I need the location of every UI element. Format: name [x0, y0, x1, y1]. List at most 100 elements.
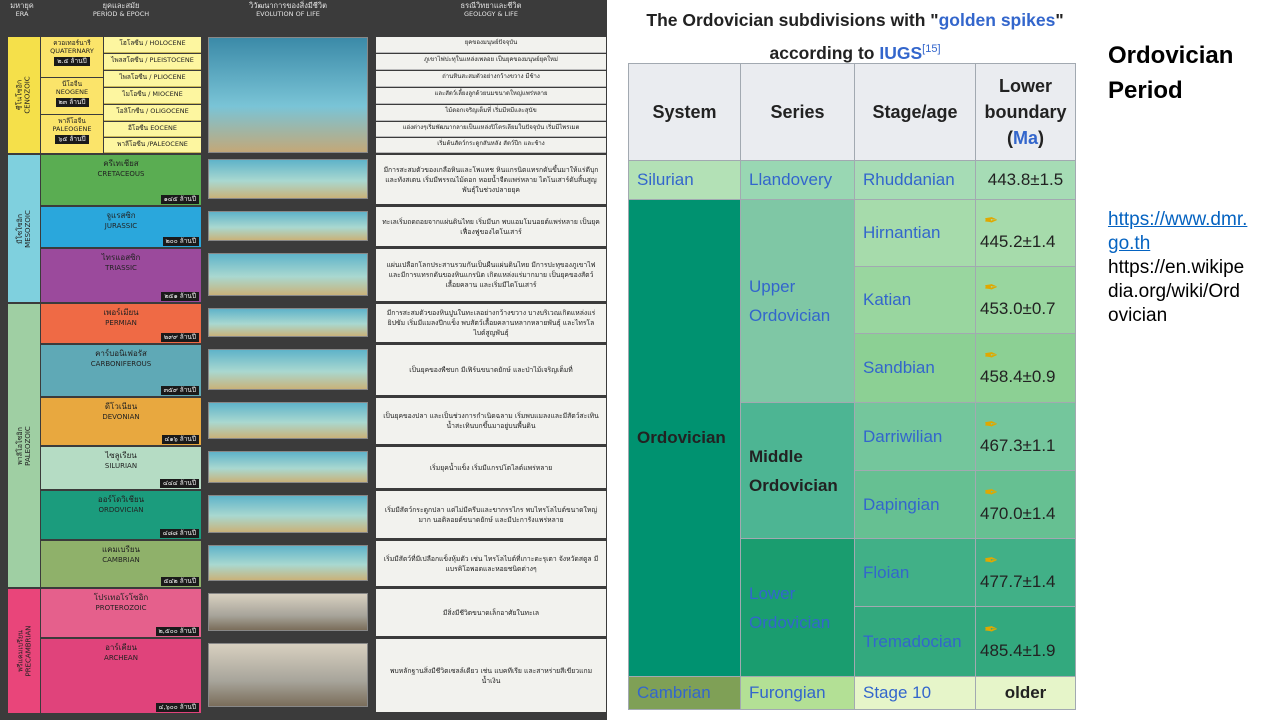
golden-spike-icon[interactable]: ✒ [984, 346, 999, 365]
period-th: ดีโวเนียน [104, 402, 138, 411]
iugs-link[interactable]: IUGS [879, 42, 923, 63]
golden-spike-icon[interactable]: ✒ [984, 278, 999, 297]
period-en: QUATERNARY [50, 47, 94, 55]
geologic-time-chart: มหายุค ERA ยุคและสมัย PERIOD & EPOCH วิวัฒ… [0, 0, 607, 720]
boundary-value: 477.7±1.4 [980, 571, 1056, 591]
header-stage: Stage/age [854, 63, 976, 161]
stage-link[interactable]: Hirnantian [863, 223, 941, 242]
era-en: MESOZOIC [24, 209, 32, 248]
period-en: DEVONIAN [102, 413, 140, 421]
era-cenozoic: ซีโนโซอิก CENOZOIC [8, 37, 40, 153]
caption-text: The Ordovician subdivisions with " [646, 10, 939, 30]
golden-spikes-link[interactable]: golden spikes [938, 10, 1056, 30]
stage-link[interactable]: Floian [863, 562, 910, 582]
age-badge: ๒,๕๐๐ ล้านปี [155, 627, 199, 636]
description-permian: มีการสะสมตัวของหินปูนในทะเลอย่างกว้างขวา… [376, 304, 606, 342]
silurian-system-cell: Silurian [628, 160, 741, 200]
epoch-oligocene: โอลิโกซีน / OLIGOCENE [104, 105, 201, 121]
illustration-jurassic [208, 211, 368, 241]
golden-spike-icon[interactable]: ✒ [984, 482, 999, 502]
furongian-link[interactable]: Furongian [749, 683, 826, 702]
era-en: PALEOZOIC [24, 425, 32, 466]
stage-value-cell: ✒ 458.4±0.9 [975, 333, 1076, 403]
period-th: เพอร์เมียน [103, 308, 139, 317]
golden-spike-icon[interactable]: ✒ [984, 211, 999, 230]
illustration-triassic [208, 253, 368, 296]
stage-value-cell: ✒ 467.3±1.1 [975, 402, 1076, 471]
era-th: พาลีโอโซอิก [16, 426, 24, 465]
older-cell: older [975, 676, 1076, 710]
source-links: https://www.dmr.go.th https://en.wikiped… [1108, 208, 1248, 328]
stage-cell-tremadocian: Tremadocian [854, 606, 976, 677]
header-boundary: boundary [984, 102, 1067, 122]
ma-link[interactable]: Ma [1012, 128, 1038, 148]
period-th: นีโอจีน [61, 80, 83, 88]
stage-link[interactable]: Sandbian [863, 358, 935, 377]
boundary-value: 485.4±1.9 [980, 640, 1056, 660]
age-badge: ๔๔๔ ล้านปี [159, 479, 199, 488]
silurian-link[interactable]: Silurian [637, 170, 694, 189]
illustration-silurian [208, 451, 368, 483]
dmr-link[interactable]: https://www.dmr.go.th [1108, 209, 1248, 254]
cenozoic-desc: และสัตว์เลี้ยงลูกด้วยนมขนาดใหญ่แพร่หลาย [376, 88, 606, 104]
golden-spike-icon[interactable]: ✒ [984, 414, 999, 434]
stage-link[interactable]: Darriwilian [863, 426, 943, 446]
period-th: ไทรแอสซิก [101, 253, 141, 262]
cambrian-system-cell: Cambrian [628, 676, 741, 710]
stage-link[interactable]: Katian [863, 290, 912, 309]
period-th: จูแรสซิก [106, 211, 136, 220]
epoch-pleistocene: ไพลสโตซีน / PLEISTOCENE [104, 54, 201, 70]
description-proterozoic: มีสิ่งมีชีวิตขนาดเล็กอาศัยในทะเล [376, 589, 606, 636]
header-era: มหายุค ERA [4, 2, 40, 34]
period-silurian: ไซลูเรียน SILURIAN ๔๔๔ ล้านปี [41, 447, 201, 489]
period-cambrian: แคมเบรียน CAMBRIAN ๕๔๒ ล้านปี [41, 541, 201, 587]
period-en: ORDOVICIAN [98, 506, 144, 514]
golden-spike-icon[interactable]: ✒ [984, 619, 999, 639]
boundary-value: 453.0±0.7 [980, 299, 1056, 318]
period-en: PERMIAN [105, 319, 137, 327]
furongian-cell: Furongian [740, 676, 855, 710]
llandovery-link[interactable]: Llandovery [749, 170, 833, 189]
stage-value-cell: ✒ 453.0±0.7 [975, 266, 1076, 334]
period-triassic: ไทรแอสซิก TRIASSIC ๒๕๑ ล้านปี [41, 249, 201, 302]
golden-spike-icon[interactable]: ✒ [984, 550, 999, 570]
cenozoic-desc: ถ่านหินสะสมตัวอย่างกว้างขวาง มีช้าง [376, 71, 606, 87]
boundary-value: older [1004, 683, 1047, 702]
stage-value-cell: ✒ 477.7±1.4 [975, 538, 1076, 607]
ordovician-system-cell: Ordovician [628, 199, 741, 677]
stage-cell-darriwilian: Darriwilian [854, 402, 976, 471]
period-devonian: ดีโวเนียน DEVONIAN ๔๑๖ ล้านปี [41, 398, 201, 445]
lower-ordovician-link[interactable]: Lower Ordovician [749, 583, 831, 632]
period-carboniferous: คาร์บอนิเฟอรัส CARBONIFEROUS ๓๕๙ ล้านปี [41, 345, 201, 396]
header-period-th: ยุคและสมัย [102, 1, 140, 10]
stage-cell-katian: Katian [854, 266, 976, 334]
illustration-permian [208, 308, 368, 337]
header-era-th: มหายุค [10, 1, 34, 10]
stage-cell-floian: Floian [854, 538, 976, 607]
header-geology: ธรณีวิทยาและชีวิต GEOLOGY & LIFE [376, 2, 606, 34]
stage-value-cell: ✒ 470.0±1.4 [975, 470, 1076, 539]
cenozoic-desc: ยุคของมนุษย์ปัจจุบัน [376, 37, 606, 53]
stage-link[interactable]: Dapingian [863, 494, 940, 514]
boundary-value: 458.4±0.9 [980, 367, 1056, 386]
reference-link[interactable]: [15] [922, 43, 941, 55]
cenozoic-illustration [208, 37, 368, 153]
age-badge: ๒๙๙ ล้านปี [160, 333, 199, 342]
cenozoic-desc: ไม้ดอกเจริญเต็มที่ เริ่มมีหมีและสุนัข [376, 105, 606, 121]
age-badge: ๒.๕ ล้านปี [54, 57, 90, 66]
age-badge: ๔,๖๐๐ ล้านปี [155, 703, 199, 712]
stage-link[interactable]: Tremadocian [863, 631, 962, 651]
stage10-link[interactable]: Stage 10 [863, 683, 932, 702]
upper-ordovician-link[interactable]: Upper Ordovician [749, 277, 831, 325]
rhuddanian-link[interactable]: Rhuddanian [863, 170, 955, 189]
description-archean: พบหลักฐานสิ่งมีชีวิตเซลล์เดียว เช่น แบคท… [376, 639, 606, 712]
period-en: PROTEROZOIC [95, 604, 147, 612]
stage10-cell: Stage 10 [854, 676, 976, 710]
slide-title: Ordovician Period [1108, 38, 1233, 108]
cambrian-link[interactable]: Cambrian [637, 683, 711, 702]
description-triassic: แผ่นเปลือกโลกประสานรวมกันเป็นผืนแผ่นดินไ… [376, 249, 606, 301]
boundary-value: 467.3±1.1 [980, 435, 1056, 455]
era-th: มีโซโซอิก [16, 213, 24, 244]
period-th: คาร์บอนิเฟอรัส [95, 349, 147, 358]
header-evolution: วิวัฒนาการของสิ่งมีชีวิต EVOLUTION OF LIF… [208, 2, 368, 34]
